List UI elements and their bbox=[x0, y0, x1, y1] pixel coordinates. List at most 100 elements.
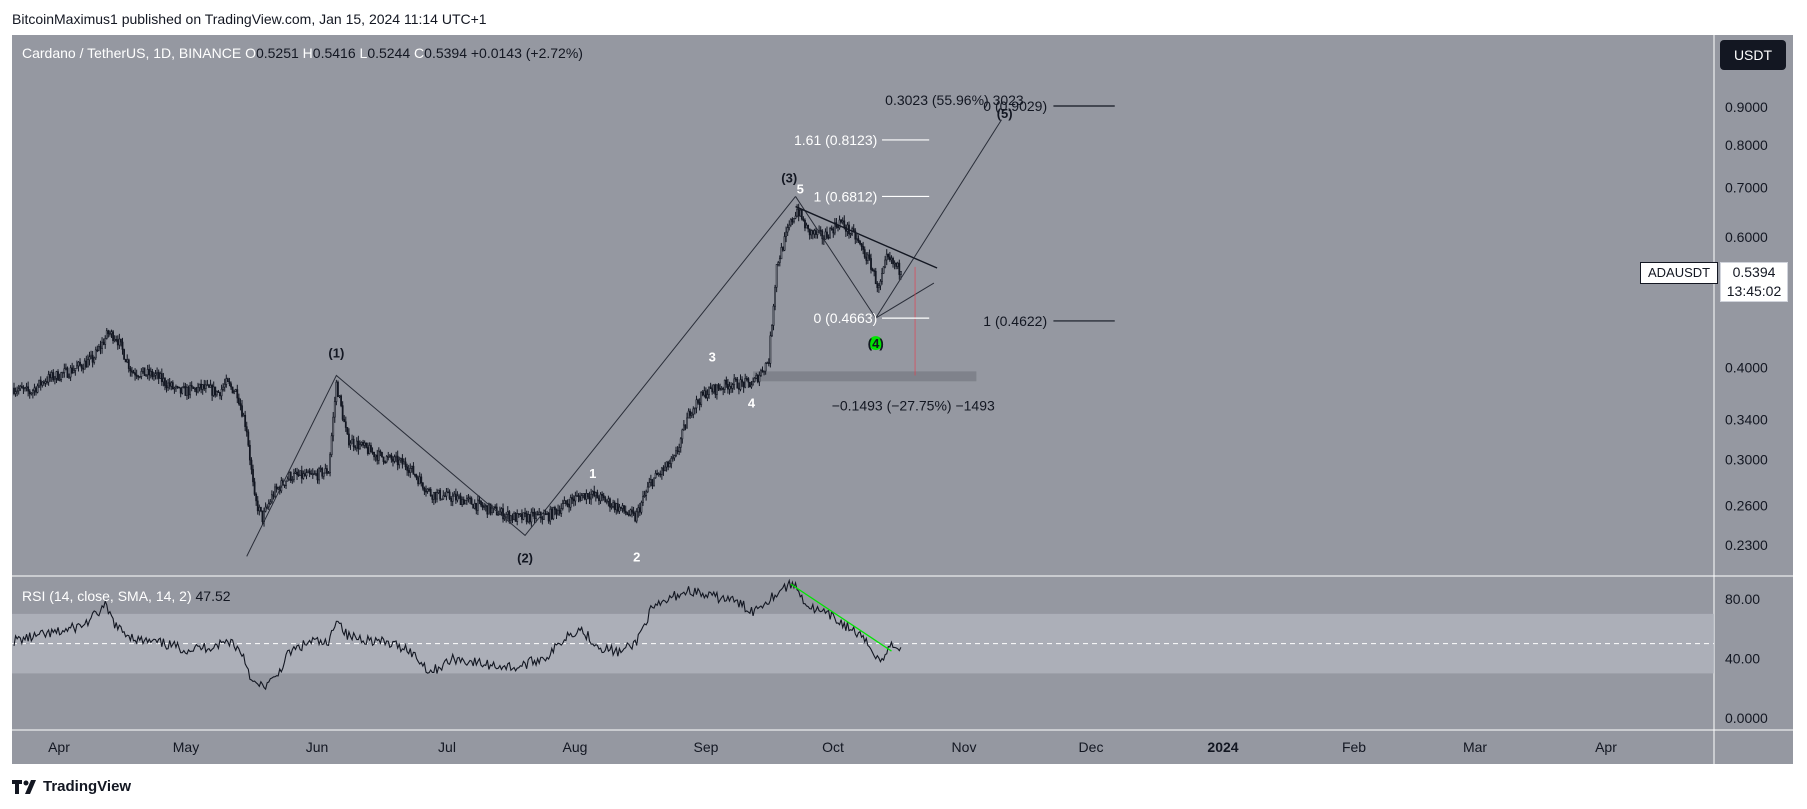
candle-body bbox=[228, 381, 231, 385]
candle-body bbox=[648, 482, 651, 488]
candle-body bbox=[536, 513, 539, 516]
candle-body bbox=[140, 371, 143, 377]
candle-body bbox=[206, 384, 209, 387]
candle-body bbox=[60, 372, 63, 380]
candle-body bbox=[17, 388, 20, 392]
candle-body bbox=[49, 374, 52, 379]
candle-body bbox=[734, 378, 737, 381]
wave-label: (1) bbox=[328, 345, 344, 360]
candle-body bbox=[871, 269, 874, 271]
candle-body bbox=[289, 472, 292, 481]
target-level-label: 0 (0.9029) bbox=[983, 98, 1047, 114]
candle-body bbox=[13, 387, 15, 395]
candle-body bbox=[590, 493, 593, 500]
candle-body bbox=[684, 424, 687, 429]
candle-body bbox=[854, 230, 857, 240]
candle-body bbox=[780, 247, 783, 260]
candle-body bbox=[388, 454, 391, 457]
candle-body bbox=[407, 470, 410, 473]
candle-body bbox=[752, 381, 754, 386]
target-level-label: 1 (0.4622) bbox=[983, 313, 1047, 329]
candle-body bbox=[873, 270, 876, 272]
candle-body bbox=[252, 469, 254, 483]
candle-body bbox=[423, 487, 426, 492]
candle-body bbox=[149, 370, 152, 376]
candle-body bbox=[83, 360, 86, 370]
candle-body bbox=[14, 391, 17, 395]
symbol-name[interactable]: Cardano / TetherUS, 1D, BINANCE bbox=[22, 45, 242, 61]
candle-body bbox=[483, 506, 486, 508]
candle-body bbox=[382, 456, 385, 463]
candle-body bbox=[491, 507, 493, 514]
candle-body bbox=[467, 497, 470, 500]
candle-body bbox=[800, 209, 803, 220]
candle-body bbox=[583, 493, 586, 500]
candle-body bbox=[866, 254, 869, 261]
candle-body bbox=[352, 438, 355, 448]
candle-body bbox=[212, 386, 215, 396]
candle-body bbox=[489, 503, 492, 514]
x-tick-label: Jul bbox=[438, 739, 456, 755]
candle-body bbox=[305, 472, 308, 477]
candle-body bbox=[675, 450, 677, 456]
candle-body bbox=[318, 468, 320, 481]
y-tick-label: 0.3000 bbox=[1725, 452, 1768, 468]
candle-body bbox=[538, 511, 541, 515]
candle-body bbox=[502, 508, 504, 520]
candle-body bbox=[187, 387, 190, 396]
candle-body bbox=[127, 359, 130, 369]
candle-body bbox=[443, 495, 446, 498]
candle-body bbox=[296, 471, 298, 476]
candle-body bbox=[766, 362, 769, 364]
candle-body bbox=[662, 467, 665, 471]
candle-body bbox=[750, 384, 753, 388]
brand[interactable]: TradingView bbox=[12, 778, 131, 795]
candle-body bbox=[76, 365, 78, 369]
candle-body bbox=[821, 230, 824, 240]
candle-body bbox=[297, 474, 300, 477]
candle-body bbox=[888, 256, 891, 261]
candle-body bbox=[145, 374, 147, 377]
candle-body bbox=[55, 371, 58, 379]
candle-body bbox=[480, 500, 482, 506]
candle-body bbox=[881, 273, 883, 282]
candle-body bbox=[307, 470, 309, 473]
candle-body bbox=[786, 227, 789, 233]
currency-button[interactable]: USDT bbox=[1720, 40, 1786, 70]
candle-body bbox=[234, 389, 237, 392]
candle-body bbox=[885, 253, 888, 261]
candle-body bbox=[892, 258, 894, 265]
rsi-label[interactable]: RSI (14, close, SMA, 14, 2) bbox=[22, 588, 192, 604]
candle-body bbox=[494, 506, 497, 509]
candle-body bbox=[676, 450, 679, 453]
candle-body bbox=[344, 421, 347, 428]
candle-body bbox=[151, 370, 154, 377]
candle-body bbox=[179, 387, 182, 394]
candle-body bbox=[253, 481, 256, 495]
candle-body bbox=[893, 262, 896, 265]
candle-body bbox=[244, 414, 247, 427]
high-value: 0.5416 bbox=[312, 45, 356, 61]
candle-body bbox=[874, 270, 877, 284]
candle-body bbox=[561, 503, 564, 509]
candle-body bbox=[486, 505, 489, 515]
candle-body bbox=[859, 240, 861, 245]
x-tick-label: Apr bbox=[1595, 739, 1617, 755]
candle-body bbox=[703, 390, 706, 396]
candle-body bbox=[678, 447, 681, 452]
candle-body bbox=[716, 384, 718, 395]
candle-body bbox=[33, 387, 36, 391]
candle-body bbox=[181, 387, 184, 394]
candle-body bbox=[747, 378, 750, 383]
y-tick-label: 0.8000 bbox=[1725, 137, 1768, 153]
candle-body bbox=[214, 386, 217, 396]
candle-body bbox=[711, 388, 714, 393]
candle-body bbox=[667, 461, 670, 468]
y-tick-label: 0.3400 bbox=[1725, 412, 1768, 428]
candle-body bbox=[816, 231, 819, 235]
candle-body bbox=[360, 442, 363, 445]
candle-body bbox=[459, 495, 462, 506]
candle-body bbox=[899, 271, 902, 275]
candle-body bbox=[728, 386, 731, 390]
